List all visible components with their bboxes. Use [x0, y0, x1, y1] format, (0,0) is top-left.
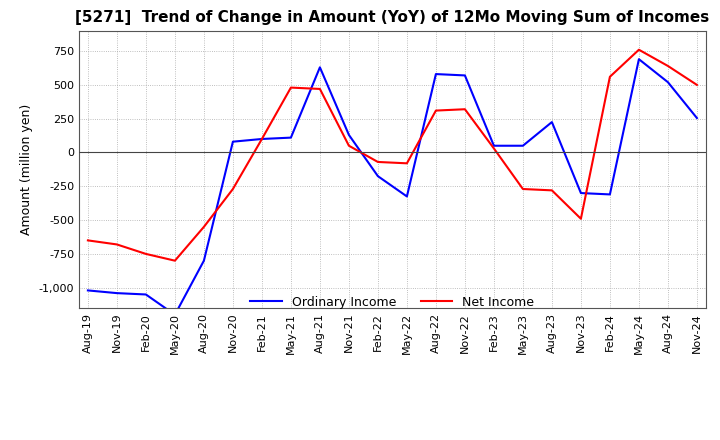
Ordinary Income — [634, 57, 643, 62]
Net Income — [287, 85, 295, 90]
Ordinary Income — [258, 136, 266, 142]
Ordinary Income — [287, 135, 295, 140]
Ordinary Income — [345, 132, 354, 138]
Net Income — [315, 86, 324, 92]
Ordinary Income — [664, 80, 672, 85]
Ordinary Income — [199, 258, 208, 263]
Net Income — [258, 136, 266, 142]
Ordinary Income — [112, 290, 121, 296]
Net Income — [606, 74, 614, 79]
Net Income — [374, 159, 382, 165]
Net Income — [171, 258, 179, 263]
Ordinary Income — [171, 312, 179, 317]
Legend: Ordinary Income, Net Income: Ordinary Income, Net Income — [246, 290, 539, 314]
Net Income — [664, 63, 672, 69]
Net Income — [431, 108, 440, 113]
Ordinary Income — [431, 71, 440, 77]
Ordinary Income — [606, 192, 614, 197]
Net Income — [634, 47, 643, 52]
Line: Net Income: Net Income — [88, 50, 697, 260]
Net Income — [84, 238, 92, 243]
Line: Ordinary Income: Ordinary Income — [88, 59, 697, 315]
Net Income — [577, 216, 585, 221]
Net Income — [548, 188, 557, 193]
Net Income — [345, 143, 354, 148]
Ordinary Income — [518, 143, 527, 148]
Net Income — [693, 82, 701, 88]
Ordinary Income — [142, 292, 150, 297]
Ordinary Income — [228, 139, 237, 144]
Title: [5271]  Trend of Change in Amount (YoY) of 12Mo Moving Sum of Incomes: [5271] Trend of Change in Amount (YoY) o… — [76, 11, 709, 26]
Net Income — [490, 146, 498, 151]
Ordinary Income — [374, 173, 382, 179]
Net Income — [228, 187, 237, 192]
Y-axis label: Amount (million yen): Amount (million yen) — [20, 104, 33, 235]
Net Income — [199, 224, 208, 230]
Ordinary Income — [402, 194, 411, 199]
Ordinary Income — [84, 288, 92, 293]
Net Income — [112, 242, 121, 247]
Net Income — [518, 187, 527, 192]
Ordinary Income — [577, 191, 585, 196]
Ordinary Income — [490, 143, 498, 148]
Ordinary Income — [693, 115, 701, 121]
Ordinary Income — [548, 119, 557, 125]
Net Income — [142, 251, 150, 257]
Net Income — [402, 161, 411, 166]
Net Income — [461, 106, 469, 112]
Ordinary Income — [315, 65, 324, 70]
Ordinary Income — [461, 73, 469, 78]
